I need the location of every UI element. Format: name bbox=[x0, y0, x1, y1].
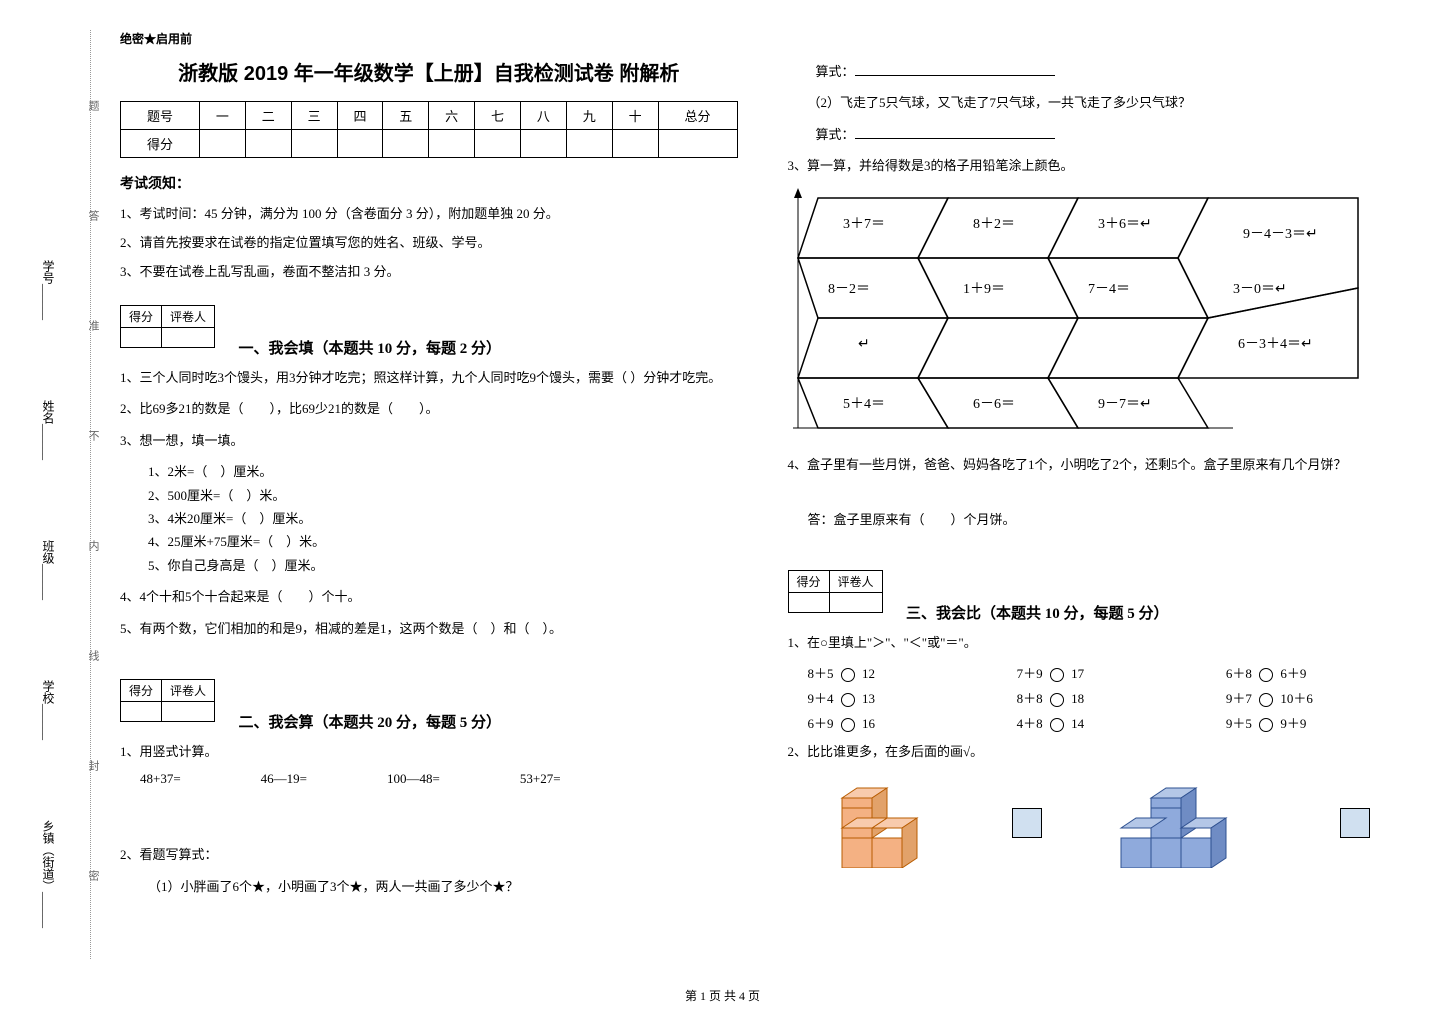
s1-q3-2: 2、500厘米=（ ）米。 bbox=[148, 484, 738, 507]
s1-q2: 2、比69多21的数是（ ），比69少21的数是（ ）。 bbox=[120, 397, 738, 420]
svg-text:8＋2＝: 8＋2＝ bbox=[973, 217, 1015, 232]
binding-field-0: 乡镇（街道）______ bbox=[40, 820, 57, 928]
binding-field-4: 学号______ bbox=[40, 260, 57, 320]
s1-q5: 5、有两个数，它们相加的和是9，相减的差是1，这两个数是（ ）和（ ）。 bbox=[120, 617, 738, 640]
cube-stack-2 bbox=[1111, 778, 1271, 868]
seal-mark-3: 内 bbox=[85, 540, 101, 551]
cmp-5: 9＋7 10＋6 bbox=[1226, 688, 1405, 707]
seal-mark-0: 密 bbox=[85, 870, 101, 881]
binding-field-2: 班级______ bbox=[40, 540, 57, 600]
seal-mark-6: 答 bbox=[85, 210, 101, 221]
s2-q4-answer: 答：盒子里原来有（ ）个月饼。 bbox=[808, 508, 1406, 531]
svg-text:9－7＝↵: 9－7＝↵ bbox=[1098, 397, 1152, 412]
binding-dotted-line bbox=[90, 30, 91, 959]
compare-grid: 8＋5 12 7＋9 17 6＋8 6＋9 9＋4 13 8＋8 18 9＋7 … bbox=[808, 663, 1406, 732]
s2-q1: 1、用竖式计算。 bbox=[120, 740, 738, 763]
score-table: 题号 一 二 三 四 五 六 七 八 九 十 总分 得分 bbox=[120, 101, 738, 158]
s2-q2-1: （1）小胖画了6个★，小明画了3个★，两人一共画了多少个★？ bbox=[148, 875, 738, 898]
section3-scorebox: 得分评卷人 bbox=[788, 570, 883, 613]
instructions-block: 1、考试时间：45 分钟，满分为 100 分（含卷面分 3 分），附加题单独 2… bbox=[120, 203, 738, 280]
seal-mark-4: 不 bbox=[85, 430, 101, 441]
s1-q4: 4、4个十和5个十合起来是（ ）个十。 bbox=[120, 585, 738, 608]
s1-q3-4: 4、25厘米+75厘米=（ ）米。 bbox=[148, 530, 738, 553]
check-box-2[interactable] bbox=[1340, 808, 1370, 838]
s3-q2: 2、比比谁更多，在多后面的画√。 bbox=[788, 740, 1406, 763]
check-box-1[interactable] bbox=[1012, 808, 1042, 838]
binding-field-1: 学校______ bbox=[40, 680, 57, 740]
svg-text:1＋9＝: 1＋9＝ bbox=[963, 282, 1005, 297]
seal-mark-2: 线 bbox=[85, 650, 101, 661]
seal-mark-7: 题 bbox=[85, 100, 101, 111]
score-table-score-row: 得分 bbox=[121, 130, 738, 158]
s2-q2-2: （2）飞走了5只气球，又飞走了7只气球，一共飞走了多少只气球？ bbox=[808, 91, 1406, 114]
s2-q2: 2、看题写算式： bbox=[120, 843, 738, 866]
svg-text:9－4－3＝↵: 9－4－3＝↵ bbox=[1243, 227, 1318, 242]
score-table-header-row: 题号 一 二 三 四 五 六 七 八 九 十 总分 bbox=[121, 102, 738, 130]
instruction-3: 3、不要在试卷上乱写乱画，卷面不整洁扣 3 分。 bbox=[120, 261, 738, 280]
s1-q3-5: 5、你自己身高是（ ）厘米。 bbox=[148, 554, 738, 577]
s2-q3: 3、算一算，并给得数是3的格子用铅笔涂上颜色。 bbox=[788, 154, 1406, 177]
svg-text:6－3＋4＝↵: 6－3＋4＝↵ bbox=[1238, 337, 1313, 352]
s1-q3-3: 3、4米20厘米=（ ）厘米。 bbox=[148, 507, 738, 530]
instruction-1: 1、考试时间：45 分钟，满分为 100 分（含卷面分 3 分），附加题单独 2… bbox=[120, 203, 738, 222]
section3-title: 三、我会比（本题共 10 分，每题 5 分） bbox=[906, 602, 1169, 623]
cmp-8: 9＋5 9＋9 bbox=[1226, 713, 1405, 732]
section2-title: 二、我会算（本题共 20 分，每题 5 分） bbox=[239, 711, 502, 732]
cmp-6: 6＋9 16 bbox=[808, 713, 987, 732]
cmp-7: 4＋8 14 bbox=[1017, 713, 1196, 732]
cube-comparison bbox=[788, 778, 1406, 868]
svg-text:8－2＝: 8－2＝ bbox=[828, 282, 870, 297]
confidential-label: 绝密★启用前 bbox=[120, 30, 738, 47]
svg-text:6－6＝: 6－6＝ bbox=[973, 397, 1015, 412]
s1-q3-1: 1、2米=（ ）厘米。 bbox=[148, 460, 738, 483]
svg-text:3＋6＝↵: 3＋6＝↵ bbox=[1098, 217, 1152, 232]
seal-mark-5: 准 bbox=[85, 320, 101, 331]
svg-text:7－4＝: 7－4＝ bbox=[1088, 282, 1130, 297]
svg-text:↵: ↵ bbox=[858, 337, 870, 352]
cube-stack-1 bbox=[822, 778, 942, 868]
svg-text:3＋7＝: 3＋7＝ bbox=[843, 217, 885, 232]
section2-scorebox: 得分评卷人 bbox=[120, 679, 215, 722]
s2-q2-formula-2: 算式： bbox=[816, 123, 1406, 146]
instructions-heading: 考试须知： bbox=[120, 173, 738, 193]
left-column: 绝密★启用前 浙教版 2019 年一年级数学【上册】自我检测试卷 附解析 题号 … bbox=[120, 30, 738, 898]
svg-text:3－0＝↵: 3－0＝↵ bbox=[1233, 282, 1287, 297]
section1-title: 一、我会填（本题共 10 分，每题 2 分） bbox=[239, 337, 502, 358]
svg-text:5＋4＝: 5＋4＝ bbox=[843, 397, 885, 412]
instruction-2: 2、请首先按要求在试卷的指定位置填写您的姓名、班级、学号。 bbox=[120, 232, 738, 251]
s1-q3: 3、想一想，填一填。 bbox=[120, 429, 738, 452]
s3-q1: 1、在○里填上"＞"、"＜"或"＝"。 bbox=[788, 631, 1406, 654]
cmp-3: 9＋4 13 bbox=[808, 688, 987, 707]
calc-grid: 3＋7＝ 8＋2＝ 3＋6＝↵ 8－2＝ 1＋9＝ 7－4＝ 3－0＝↵ ↵ 5… bbox=[788, 188, 1406, 438]
s2-q2-formula-1: 算式： bbox=[816, 60, 1406, 83]
cmp-0: 8＋5 12 bbox=[808, 663, 987, 682]
cmp-1: 7＋9 17 bbox=[1017, 663, 1196, 682]
s2-q1-items: 48+37= 46—19= 100—48= 53+27= bbox=[140, 771, 738, 787]
right-column: 算式： （2）飞走了5只气球，又飞走了7只气球，一共飞走了多少只气球？ 算式： … bbox=[788, 30, 1406, 898]
binding-field-3: 姓名______ bbox=[40, 400, 57, 460]
cmp-4: 8＋8 18 bbox=[1017, 688, 1196, 707]
cmp-2: 6＋8 6＋9 bbox=[1226, 663, 1405, 682]
s1-q1: 1、三个人同时吃3个馒头，用3分钟才吃完；照这样计算，九个人同时吃9个馒头，需要… bbox=[120, 366, 738, 389]
exam-title: 浙教版 2019 年一年级数学【上册】自我检测试卷 附解析 bbox=[120, 57, 738, 86]
section1-scorebox: 得分评卷人 bbox=[120, 305, 215, 348]
s2-q4: 4、盒子里有一些月饼，爸爸、妈妈各吃了1个，小明吃了2个，还剩5个。盒子里原来有… bbox=[788, 453, 1406, 476]
page-footer: 第 1 页 共 4 页 bbox=[0, 987, 1445, 1004]
seal-mark-1: 封 bbox=[85, 760, 101, 771]
